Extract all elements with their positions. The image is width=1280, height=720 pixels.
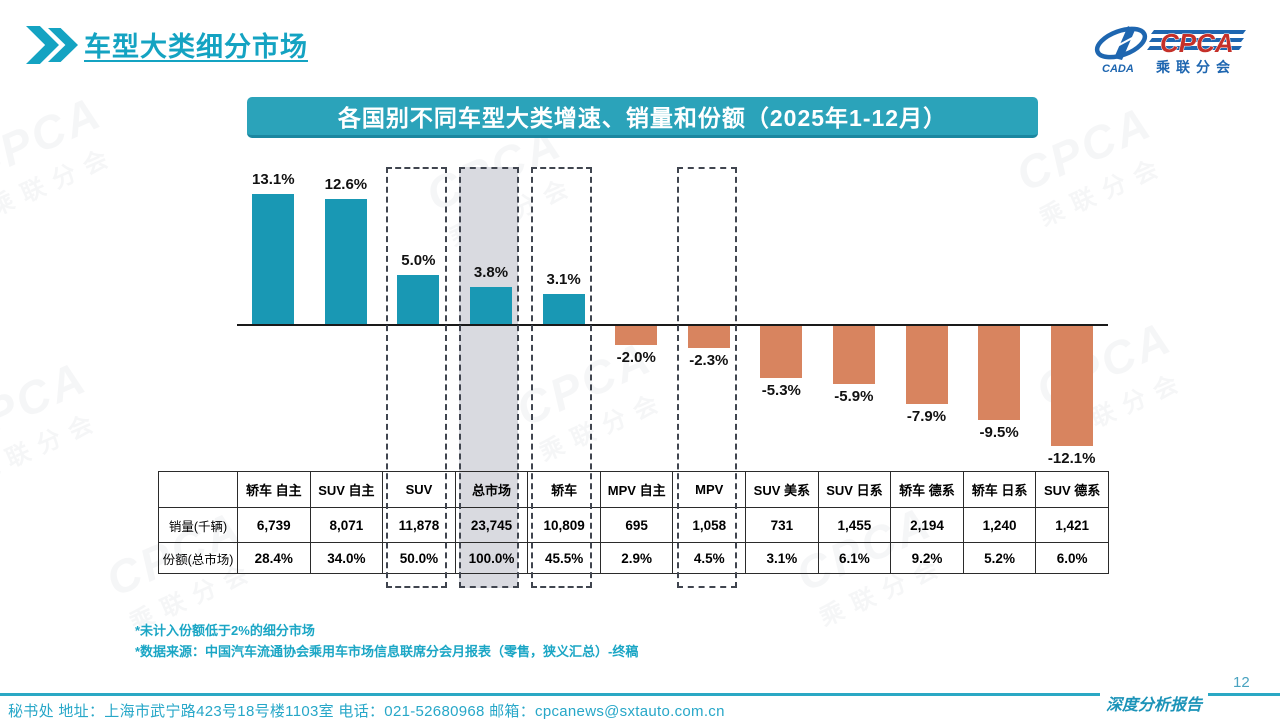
bar-总市场 [470,287,512,325]
table-cell: 1,240 [962,507,1037,543]
table-cell: 50.0% [382,542,456,574]
bar-SUV [397,275,440,325]
table-cell: 28.4% [237,542,311,574]
bar-轿车 自主 [252,194,295,325]
table-cell: 5.2% [962,542,1037,574]
row-header: 销量(千辆) [158,507,238,543]
bar-value-label: -2.0% [616,349,656,366]
table-cell: 6.0% [1035,542,1109,574]
table-cell: 3.1% [745,542,819,574]
table-cell: 1,058 [672,507,747,543]
bar-value-label: -7.9% [906,408,947,425]
table-cell: 6,739 [237,507,311,543]
bar-MPV 自主 [615,325,658,345]
cpca-watermark: CPCA 乘联分会 [0,350,106,487]
table-cell: 6.1% [817,542,892,574]
cpca-stripes [1147,30,1246,50]
bar-轿车 德系 [905,325,948,404]
table-header-MPV 自主: MPV 自主 [599,471,674,508]
bar-value-label: 13.1% [252,171,295,188]
bar-SUV 自主 [324,199,367,325]
report-label: 深度分析报告 [1100,691,1209,715]
chart-title: 各国别不同车型大类增速、销量和份额（2025年1-12月） [337,105,948,131]
cpca-text: CPCA [1160,28,1234,58]
table-header-轿车 自主: 轿车 自主 [237,471,311,508]
footer-contact: 秘书处 地址：上海市武宁路423号18号楼1103室 电话：021-526809… [8,703,725,720]
table-cell: 2,194 [890,507,964,543]
table-header-SUV 德系: SUV 德系 [1035,471,1109,508]
cada-emblem-icon [1094,26,1148,60]
bar-value-label: 12.6% [324,176,368,193]
table-cell: 1,421 [1035,507,1109,543]
page-title: 车型大类细分市场 [84,32,308,62]
table-header-SUV 美系: SUV 美系 [745,471,819,508]
cpca-logo: CADA CPCA 乘联分会 [1092,22,1254,78]
cada-text: CADA [1102,63,1134,75]
table-cell: 8,071 [309,507,384,543]
footnotes: *未计入份额低于2%的细分市场 *数据来源：中国汽车流通协会乘用车市场信息联席分… [135,620,638,662]
bar-SUV 日系 [832,325,875,384]
table-header-总市场: 总市场 [454,471,529,508]
table-header-SUV: SUV [382,471,456,508]
table-cell: 100.0% [454,542,529,574]
table-cell: 4.5% [672,542,747,574]
bar-value-label: -5.3% [761,382,801,399]
table-row: 份额(总市场) 28.4% 34.0% 50.0% 100.0% 45.5% 2.9% 4.5… [158,542,1109,574]
row-header: 份额(总市场) [158,542,238,574]
table-cell: 1,455 [817,507,892,543]
bar-value-label: -12.1% [1047,450,1096,467]
bar-MPV [687,325,730,348]
page-number: 12 [1233,674,1250,691]
cpca-watermark: CPCA 乘联分会 [0,85,121,222]
bar-value-label: 3.1% [546,271,581,288]
bar-value-label: -5.9% [834,388,874,405]
table-header-轿车: 轿车 [527,471,601,508]
table-cell: 695 [599,507,674,543]
table-header-MPV: MPV [672,471,747,508]
cpca-subtitle: 乘联分会 [1155,59,1236,75]
table-cell: 2.9% [599,542,674,574]
bar-轿车 日系 [978,325,1021,420]
table-header-SUV 日系: SUV 日系 [817,471,892,508]
table-row: 销量(千辆) 6,739 8,071 11,878 23,745 10,809 695 1,0… [158,507,1109,543]
bar-SUV 德系 [1050,325,1093,446]
double-chevron-icon [26,26,78,64]
bar-value-label: -9.5% [979,424,1019,441]
table-cell: 23,745 [454,507,529,543]
table-corner-cell [158,471,238,508]
cpca-watermark: CPCA 乘联分会 [508,330,671,467]
table-cell: 731 [745,507,819,543]
bar-value-label: 5.0% [401,252,436,269]
table-cell: 11,878 [382,507,456,543]
footnote-1: *未计入份额低于2%的细分市场 [135,623,315,638]
bar-value-label: -2.3% [689,352,729,369]
table-header-SUV 自主: SUV 自主 [309,471,384,508]
table-header-轿车 德系: 轿车 德系 [890,471,964,508]
bar-轿车 [542,294,585,325]
bar-SUV 美系 [760,325,803,378]
bar-value-label: 3.8% [473,264,509,281]
table-cell: 45.5% [527,542,601,574]
summary-table: 轿车 自主 SUV 自主 SUV 总市场 轿车 MPV 自主 MPV SUV 美系 SUV 日系… [158,471,1109,574]
table-cell: 34.0% [309,542,384,574]
cpca-watermark: CPCA 乘联分会 [1028,310,1191,447]
footnote-2: *数据来源：中国汽车流通协会乘用车市场信息联席分会月报表（零售，狭义汇总）-终稿 [135,644,639,659]
chart-baseline [237,324,1108,326]
chart-title-banner: 各国别不同车型大类增速、销量和份额（2025年1-12月） [247,97,1038,138]
table-cell: 10,809 [527,507,601,543]
table-header-轿车 日系: 轿车 日系 [962,471,1037,508]
table-cell: 9.2% [890,542,964,574]
footer-rule [0,693,1280,696]
